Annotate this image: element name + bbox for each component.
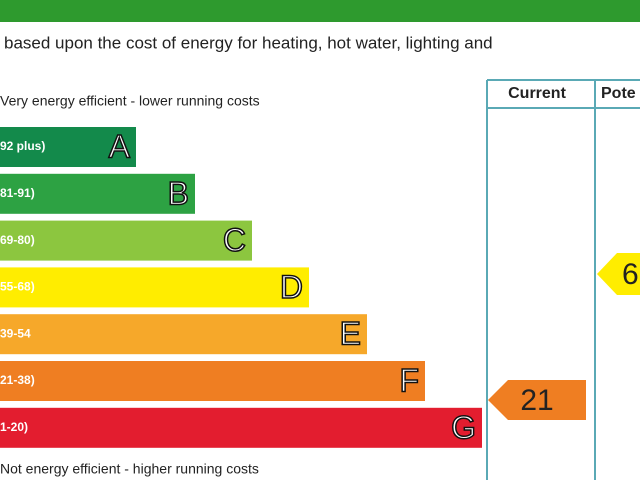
potential-arrow	[597, 253, 640, 295]
band-range: 1-20)	[0, 420, 28, 434]
band-bar	[0, 314, 367, 355]
band-letter: C	[223, 222, 246, 258]
band-bar	[0, 361, 425, 401]
current-rating: 21	[520, 384, 553, 417]
column-header: Current	[508, 85, 566, 102]
band-range: 55-68)	[0, 280, 35, 294]
band-bar	[0, 220, 252, 261]
band-bar	[0, 173, 195, 214]
band-range: 39-54	[0, 326, 31, 340]
bottom-note: Not energy efficient - higher running co…	[0, 461, 259, 477]
band-letter: A	[109, 128, 131, 164]
subtitle: based upon the cost of energy for heatin…	[4, 33, 493, 52]
band-letter: B	[168, 175, 189, 211]
band-letter: E	[340, 316, 361, 352]
band-range: 69-80)	[0, 233, 35, 247]
potential-rating: 6	[622, 258, 639, 291]
current-arrow	[488, 380, 586, 420]
band-bar	[0, 407, 482, 448]
band-range: 92 plus)	[0, 139, 45, 153]
band-letter: F	[399, 362, 419, 398]
band-bar	[0, 127, 136, 167]
band-letter: G	[451, 409, 476, 445]
top-note: Very energy efficient - lower running co…	[0, 93, 260, 109]
bands: 92 plus) A 81-91) B 69-80) C 55-68) D 39-54 E 21-3…	[0, 127, 482, 448]
band-letter: D	[280, 269, 303, 305]
header-bar	[0, 0, 640, 22]
band-range: 21-38)	[0, 373, 35, 387]
band-range: 81-91)	[0, 186, 35, 200]
column-header: Pote	[601, 85, 636, 102]
band-bar	[0, 267, 309, 308]
